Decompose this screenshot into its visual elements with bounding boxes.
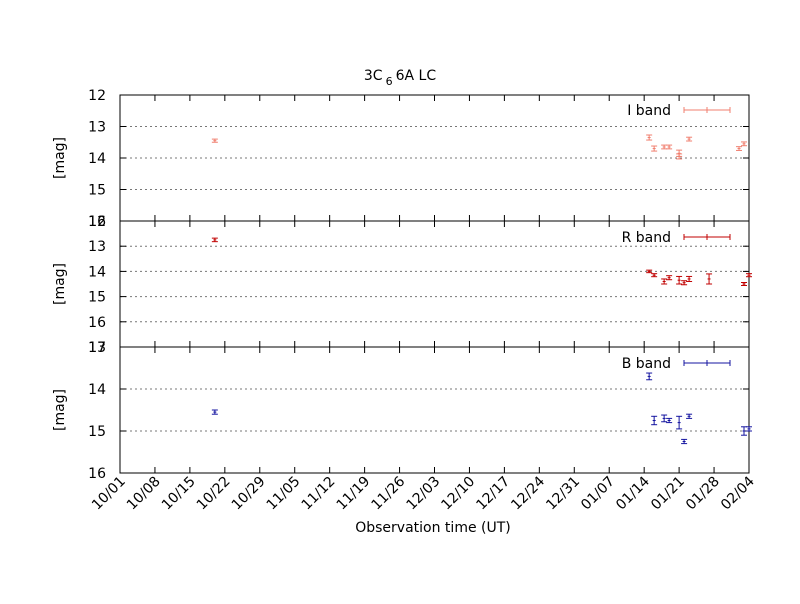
- y-tick-label: 14: [88, 382, 106, 398]
- y-tick-label: 16: [88, 315, 106, 331]
- chart-title-rest: 6A LC: [396, 68, 437, 84]
- x-tick-label: 11/05: [264, 474, 304, 514]
- data-point: [646, 134, 653, 141]
- data-point: [211, 237, 218, 243]
- y-axis-label: [mag]: [52, 389, 68, 431]
- y-tick-label: 15: [88, 424, 106, 440]
- x-tick-label: 10/22: [194, 474, 234, 514]
- y-axis-label: [mag]: [52, 137, 68, 179]
- legend-label: R band: [622, 230, 671, 246]
- data-point: [736, 146, 743, 151]
- y-tick-label: 12: [88, 88, 106, 104]
- data-point: [666, 417, 673, 424]
- x-tick-label: 11/26: [369, 473, 409, 513]
- y-tick-label: 13: [88, 239, 106, 255]
- data-point: [676, 149, 683, 157]
- y-tick-label: 13: [88, 340, 106, 356]
- x-tick-label: 11/12: [299, 474, 339, 514]
- y-axis-label: [mag]: [52, 263, 68, 305]
- x-tick-label: 01/28: [683, 474, 723, 514]
- data-point: [676, 153, 683, 160]
- data-point: [741, 426, 748, 436]
- data-point: [666, 144, 673, 150]
- chart-title-subscript: 6: [386, 75, 393, 88]
- data-point: [211, 409, 218, 415]
- data-point: [646, 269, 653, 274]
- data-point: [681, 280, 688, 286]
- data-point: [686, 275, 693, 282]
- x-axis-label: Observation time (UT): [355, 520, 511, 536]
- x-tick-label: 12/24: [508, 473, 548, 513]
- y-tick-label: 16: [88, 466, 106, 482]
- data-point: [681, 438, 688, 445]
- panel-b-band: 13 14 15 16 [mag] B band: [52, 340, 752, 482]
- data-point: [686, 413, 693, 419]
- y-tick-label: 17: [88, 340, 106, 356]
- x-tick-label: 02/04: [718, 473, 758, 513]
- x-tick-label: 12/17: [473, 474, 513, 514]
- data-point: [676, 275, 683, 285]
- data-point: [651, 145, 658, 152]
- legend-label: B band: [622, 356, 671, 372]
- y-tick-label: 15: [88, 290, 106, 306]
- data-point: [646, 372, 653, 381]
- x-tick-label: 12/03: [403, 474, 443, 514]
- data-point: [706, 273, 713, 285]
- data-point: [661, 278, 668, 285]
- data-point: [746, 273, 752, 278]
- x-axis: 10/0110/0810/1510/2210/2911/0511/1211/19…: [89, 473, 758, 513]
- y-tick-label: 13: [88, 120, 106, 136]
- data-point: [651, 415, 658, 426]
- data-point: [676, 415, 683, 430]
- y-tick-label: 14: [88, 264, 106, 280]
- data-point: [741, 281, 748, 287]
- data-point: [741, 141, 748, 147]
- chart-title: 3C 6 6A LC: [364, 68, 436, 88]
- x-tick-label: 01/21: [648, 474, 688, 514]
- data-point: [651, 273, 658, 278]
- data-point: [211, 138, 218, 143]
- x-tick-label: 10/29: [229, 474, 269, 514]
- y-tick-label: 12: [88, 214, 106, 230]
- x-tick-label: 10/08: [124, 474, 164, 514]
- x-tick-label: 01/14: [613, 473, 653, 513]
- y-tick-label: 16: [88, 214, 106, 230]
- data-point: [666, 275, 673, 281]
- panel-r-band: 12 13 14 15 16 17 [mag] R band: [52, 214, 752, 356]
- y-tick-label: 14: [88, 151, 106, 167]
- y-tick-label: 15: [88, 183, 106, 199]
- data-point: [661, 414, 668, 423]
- x-tick-label: 12/10: [438, 474, 478, 514]
- panel-i-band: 12 13 14 15 16 [mag] I band: [52, 88, 750, 230]
- panels-group: 12 13 14 15 16 [mag] I band 12 13 14 15 16 17 [mag] R …: [52, 88, 752, 482]
- x-tick-label: 10/15: [159, 474, 199, 514]
- data-point: [746, 426, 752, 432]
- x-tick-label: 01/07: [578, 474, 618, 514]
- legend-label: I band: [627, 103, 671, 119]
- x-tick-label: 11/19: [334, 474, 374, 514]
- x-tick-label: 12/31: [543, 474, 583, 514]
- chart-title-main: 3C: [364, 68, 383, 84]
- data-point: [686, 136, 693, 142]
- data-point: [661, 144, 668, 150]
